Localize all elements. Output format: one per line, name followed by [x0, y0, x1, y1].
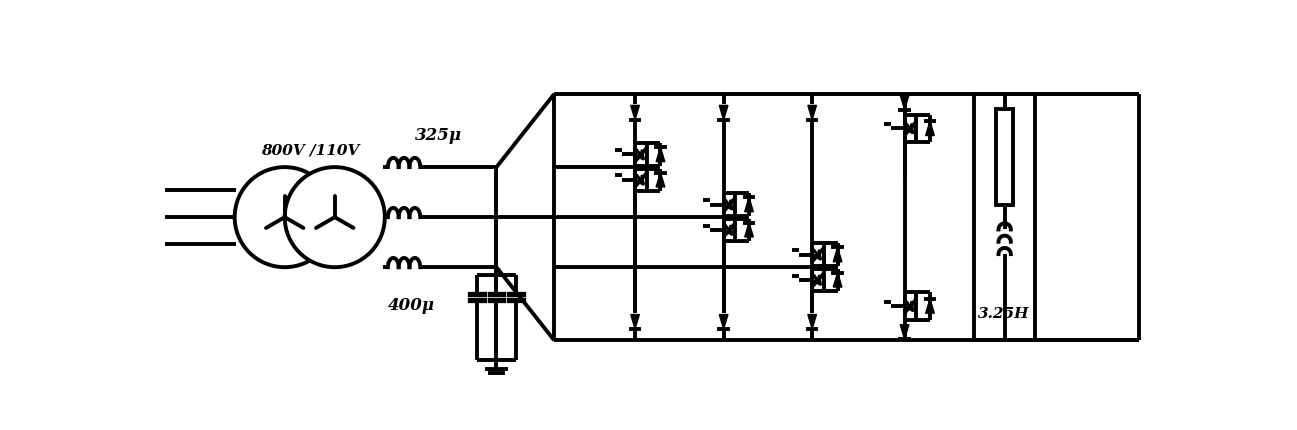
Bar: [974, 94, 1035, 341]
Text: 800V /110V: 800V /110V: [261, 144, 359, 158]
Polygon shape: [744, 197, 754, 212]
Polygon shape: [900, 95, 909, 110]
Polygon shape: [630, 314, 639, 329]
Polygon shape: [720, 314, 728, 329]
Polygon shape: [926, 299, 934, 313]
Circle shape: [235, 167, 335, 267]
Circle shape: [285, 167, 385, 267]
Polygon shape: [808, 314, 817, 329]
Bar: [996, 109, 1013, 205]
Text: 400μ: 400μ: [388, 297, 434, 314]
Polygon shape: [744, 223, 754, 237]
Text: 3.25H: 3.25H: [978, 307, 1030, 321]
Polygon shape: [833, 247, 842, 262]
Polygon shape: [900, 325, 909, 339]
Polygon shape: [656, 147, 665, 162]
Polygon shape: [656, 172, 665, 187]
Polygon shape: [926, 121, 934, 135]
Polygon shape: [833, 273, 842, 287]
Text: 325μ: 325μ: [415, 127, 462, 144]
Polygon shape: [720, 105, 728, 120]
Polygon shape: [630, 105, 639, 120]
Polygon shape: [808, 105, 817, 120]
